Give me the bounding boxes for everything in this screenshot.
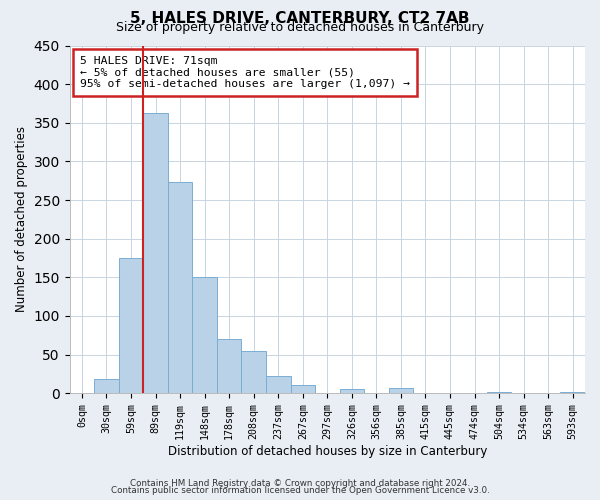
X-axis label: Distribution of detached houses by size in Canterbury: Distribution of detached houses by size …: [167, 444, 487, 458]
Text: Size of property relative to detached houses in Canterbury: Size of property relative to detached ho…: [116, 21, 484, 34]
Bar: [193, 278, 217, 393]
Text: Contains public sector information licensed under the Open Government Licence v3: Contains public sector information licen…: [110, 486, 490, 495]
Bar: [168, 182, 193, 393]
Bar: [94, 380, 119, 393]
Text: Contains HM Land Registry data © Crown copyright and database right 2024.: Contains HM Land Registry data © Crown c…: [130, 478, 470, 488]
Text: 5, HALES DRIVE, CANTERBURY, CT2 7AB: 5, HALES DRIVE, CANTERBURY, CT2 7AB: [130, 11, 470, 26]
Bar: [487, 392, 511, 393]
Bar: [241, 352, 266, 393]
Bar: [560, 392, 585, 393]
Bar: [119, 258, 143, 393]
Text: 5 HALES DRIVE: 71sqm
← 5% of detached houses are smaller (55)
95% of semi-detach: 5 HALES DRIVE: 71sqm ← 5% of detached ho…: [80, 56, 410, 89]
Y-axis label: Number of detached properties: Number of detached properties: [15, 126, 28, 312]
Bar: [340, 388, 364, 393]
Bar: [389, 388, 413, 393]
Bar: [217, 339, 241, 393]
Bar: [290, 386, 315, 393]
Bar: [143, 112, 168, 393]
Bar: [266, 376, 290, 393]
